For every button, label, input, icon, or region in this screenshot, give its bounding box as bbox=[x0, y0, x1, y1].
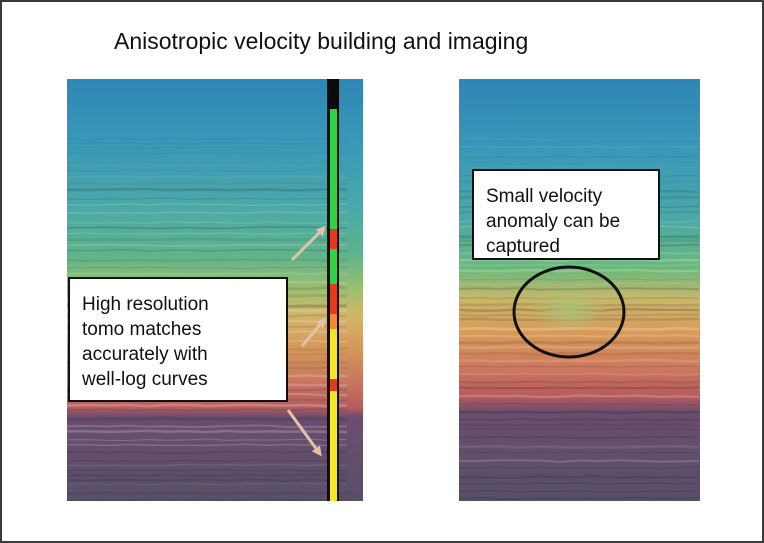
left-callout-line-3: accurately with bbox=[82, 344, 208, 365]
right-velocity-section bbox=[459, 79, 700, 501]
left-velocity-section bbox=[67, 79, 363, 501]
left-callout-line-2: tomo matches bbox=[82, 319, 202, 340]
slide-title: Anisotropic velocity building and imagin… bbox=[114, 28, 529, 54]
well-log-curve bbox=[330, 79, 337, 501]
left-velocity-image bbox=[67, 79, 363, 501]
right-callout-line-2: anomaly can be bbox=[486, 211, 621, 232]
right-callout-line-3: captured bbox=[486, 236, 560, 257]
left-callout-line-1: High resolution bbox=[82, 294, 209, 315]
right-callout-line-1: Small velocity bbox=[486, 186, 603, 207]
left-callout-line-4: well-log curves bbox=[82, 369, 208, 390]
left-callout-box: High resolution tomo matches accurately … bbox=[68, 277, 288, 402]
right-velocity-image bbox=[459, 79, 700, 501]
velocity-anomaly bbox=[529, 285, 609, 333]
right-callout-box: Small velocity anomaly can be captured bbox=[472, 169, 660, 260]
